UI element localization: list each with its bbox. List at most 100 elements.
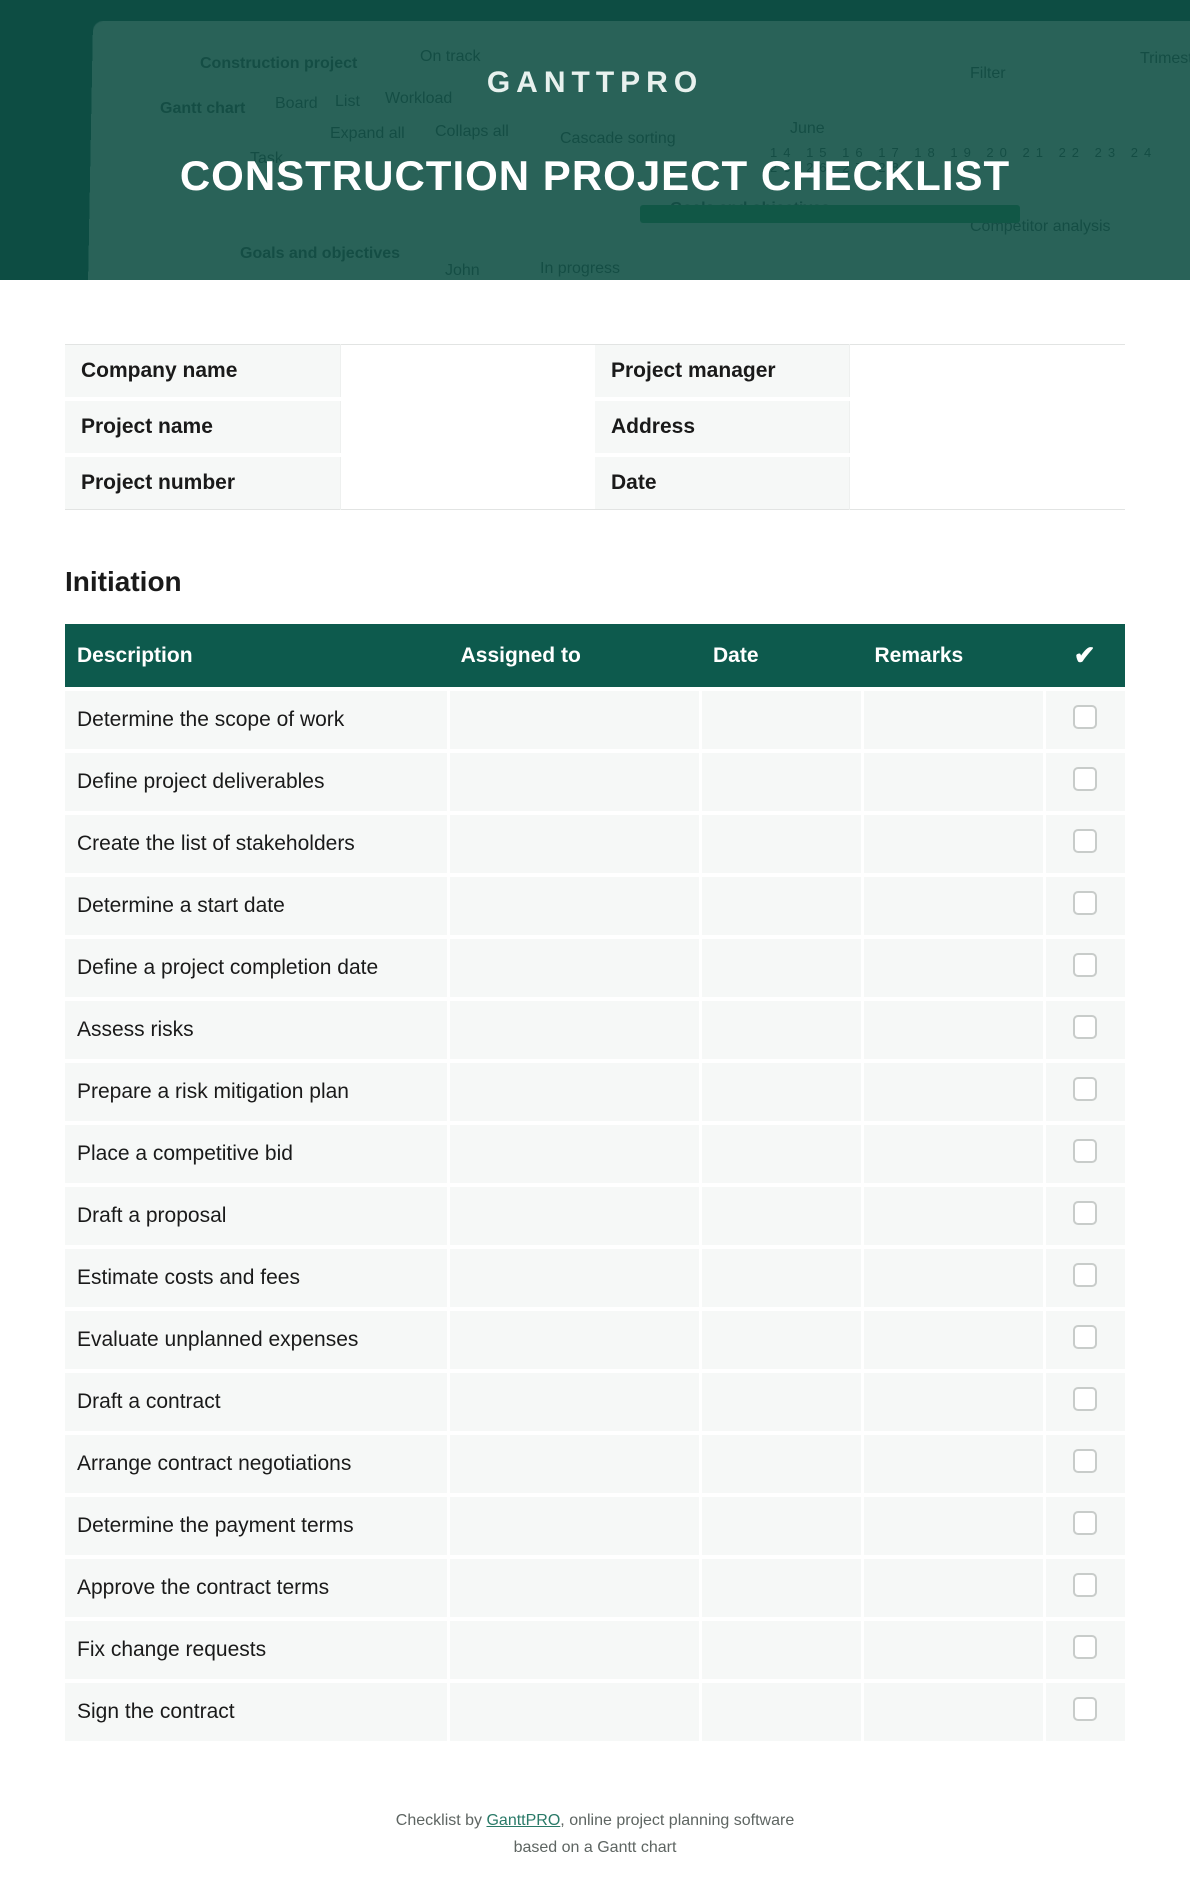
cell-assigned-to[interactable] xyxy=(449,937,701,999)
checkbox[interactable] xyxy=(1073,767,1097,791)
cell-date[interactable] xyxy=(701,1247,863,1309)
cell-check xyxy=(1044,1247,1125,1309)
cell-date[interactable] xyxy=(701,751,863,813)
cell-date[interactable] xyxy=(701,1619,863,1681)
table-row: Place a competitive bid xyxy=(65,1123,1125,1185)
cell-remarks[interactable] xyxy=(863,1185,1045,1247)
cell-assigned-to[interactable] xyxy=(449,1247,701,1309)
cell-description: Estimate costs and fees xyxy=(65,1247,449,1309)
footer-link[interactable]: GanttPRO xyxy=(486,1812,560,1829)
cell-date[interactable] xyxy=(701,1061,863,1123)
checkbox[interactable] xyxy=(1073,1697,1097,1721)
cell-description: Prepare a risk mitigation plan xyxy=(65,1061,449,1123)
cell-assigned-to[interactable] xyxy=(449,1619,701,1681)
cell-check xyxy=(1044,1371,1125,1433)
info-value-input[interactable] xyxy=(849,399,1125,455)
info-value-input[interactable] xyxy=(849,345,1125,400)
cell-date[interactable] xyxy=(701,1433,863,1495)
cell-remarks[interactable] xyxy=(863,1495,1045,1557)
bg-text: Board xyxy=(275,95,318,113)
table-row: Draft a contract xyxy=(65,1371,1125,1433)
cell-date[interactable] xyxy=(701,1557,863,1619)
cell-remarks[interactable] xyxy=(863,1433,1045,1495)
cell-remarks[interactable] xyxy=(863,999,1045,1061)
cell-check xyxy=(1044,1433,1125,1495)
cell-assigned-to[interactable] xyxy=(449,1681,701,1741)
checkbox[interactable] xyxy=(1073,1015,1097,1039)
cell-remarks[interactable] xyxy=(863,1123,1045,1185)
info-row: Project nameAddress xyxy=(65,399,1125,455)
cell-description: Draft a contract xyxy=(65,1371,449,1433)
cell-check xyxy=(1044,813,1125,875)
cell-date[interactable] xyxy=(701,689,863,751)
table-row: Create the list of stakeholders xyxy=(65,813,1125,875)
cell-assigned-to[interactable] xyxy=(449,689,701,751)
cell-remarks[interactable] xyxy=(863,875,1045,937)
checkbox[interactable] xyxy=(1073,829,1097,853)
checkbox[interactable] xyxy=(1073,1325,1097,1349)
info-value-input[interactable] xyxy=(341,345,595,400)
cell-remarks[interactable] xyxy=(863,751,1045,813)
checkbox[interactable] xyxy=(1073,953,1097,977)
hero-background-mock: Construction project On track Gantt char… xyxy=(0,0,1190,280)
checkbox[interactable] xyxy=(1073,1635,1097,1659)
cell-assigned-to[interactable] xyxy=(449,875,701,937)
cell-date[interactable] xyxy=(701,1185,863,1247)
table-row: Draft a proposal xyxy=(65,1185,1125,1247)
cell-assigned-to[interactable] xyxy=(449,1123,701,1185)
cell-assigned-to[interactable] xyxy=(449,1061,701,1123)
cell-remarks[interactable] xyxy=(863,1309,1045,1371)
cell-date[interactable] xyxy=(701,875,863,937)
checkbox[interactable] xyxy=(1073,1449,1097,1473)
checkbox[interactable] xyxy=(1073,1511,1097,1535)
cell-remarks[interactable] xyxy=(863,1681,1045,1741)
cell-description: Define project deliverables xyxy=(65,751,449,813)
cell-check xyxy=(1044,689,1125,751)
cell-date[interactable] xyxy=(701,813,863,875)
checkbox[interactable] xyxy=(1073,1263,1097,1287)
cell-assigned-to[interactable] xyxy=(449,1433,701,1495)
cell-assigned-to[interactable] xyxy=(449,1371,701,1433)
checkbox[interactable] xyxy=(1073,1201,1097,1225)
checkbox[interactable] xyxy=(1073,1573,1097,1597)
info-value-input[interactable] xyxy=(341,399,595,455)
checkbox[interactable] xyxy=(1073,891,1097,915)
cell-assigned-to[interactable] xyxy=(449,1185,701,1247)
cell-assigned-to[interactable] xyxy=(449,813,701,875)
cell-date[interactable] xyxy=(701,1495,863,1557)
hero-banner: Construction project On track Gantt char… xyxy=(0,0,1190,280)
cell-remarks[interactable] xyxy=(863,1619,1045,1681)
info-value-input[interactable] xyxy=(849,455,1125,510)
cell-assigned-to[interactable] xyxy=(449,1495,701,1557)
cell-description: Determine the payment terms xyxy=(65,1495,449,1557)
footer: Checklist by GanttPRO, online project pl… xyxy=(0,1771,1190,1889)
cell-remarks[interactable] xyxy=(863,1371,1045,1433)
cell-assigned-to[interactable] xyxy=(449,751,701,813)
bg-text: Goals and objectives xyxy=(670,200,830,218)
cell-assigned-to[interactable] xyxy=(449,999,701,1061)
cell-date[interactable] xyxy=(701,937,863,999)
cell-assigned-to[interactable] xyxy=(449,1309,701,1371)
checkbox[interactable] xyxy=(1073,1077,1097,1101)
checkbox[interactable] xyxy=(1073,1139,1097,1163)
info-value-input[interactable] xyxy=(341,455,595,510)
cell-remarks[interactable] xyxy=(863,813,1045,875)
table-row: Evaluate unplanned expenses xyxy=(65,1309,1125,1371)
cell-check xyxy=(1044,1061,1125,1123)
info-label: Date xyxy=(595,455,849,510)
cell-remarks[interactable] xyxy=(863,937,1045,999)
cell-remarks[interactable] xyxy=(863,1061,1045,1123)
cell-date[interactable] xyxy=(701,1309,863,1371)
checkbox[interactable] xyxy=(1073,705,1097,729)
cell-remarks[interactable] xyxy=(863,1247,1045,1309)
cell-date[interactable] xyxy=(701,999,863,1061)
cell-date[interactable] xyxy=(701,1123,863,1185)
cell-date[interactable] xyxy=(701,1371,863,1433)
cell-assigned-to[interactable] xyxy=(449,1557,701,1619)
page-title: CONSTRUCTION PROJECT CHECKLIST xyxy=(180,152,1010,200)
cell-remarks[interactable] xyxy=(863,1557,1045,1619)
cell-description: Create the list of stakeholders xyxy=(65,813,449,875)
cell-date[interactable] xyxy=(701,1681,863,1741)
checkbox[interactable] xyxy=(1073,1387,1097,1411)
cell-remarks[interactable] xyxy=(863,689,1045,751)
